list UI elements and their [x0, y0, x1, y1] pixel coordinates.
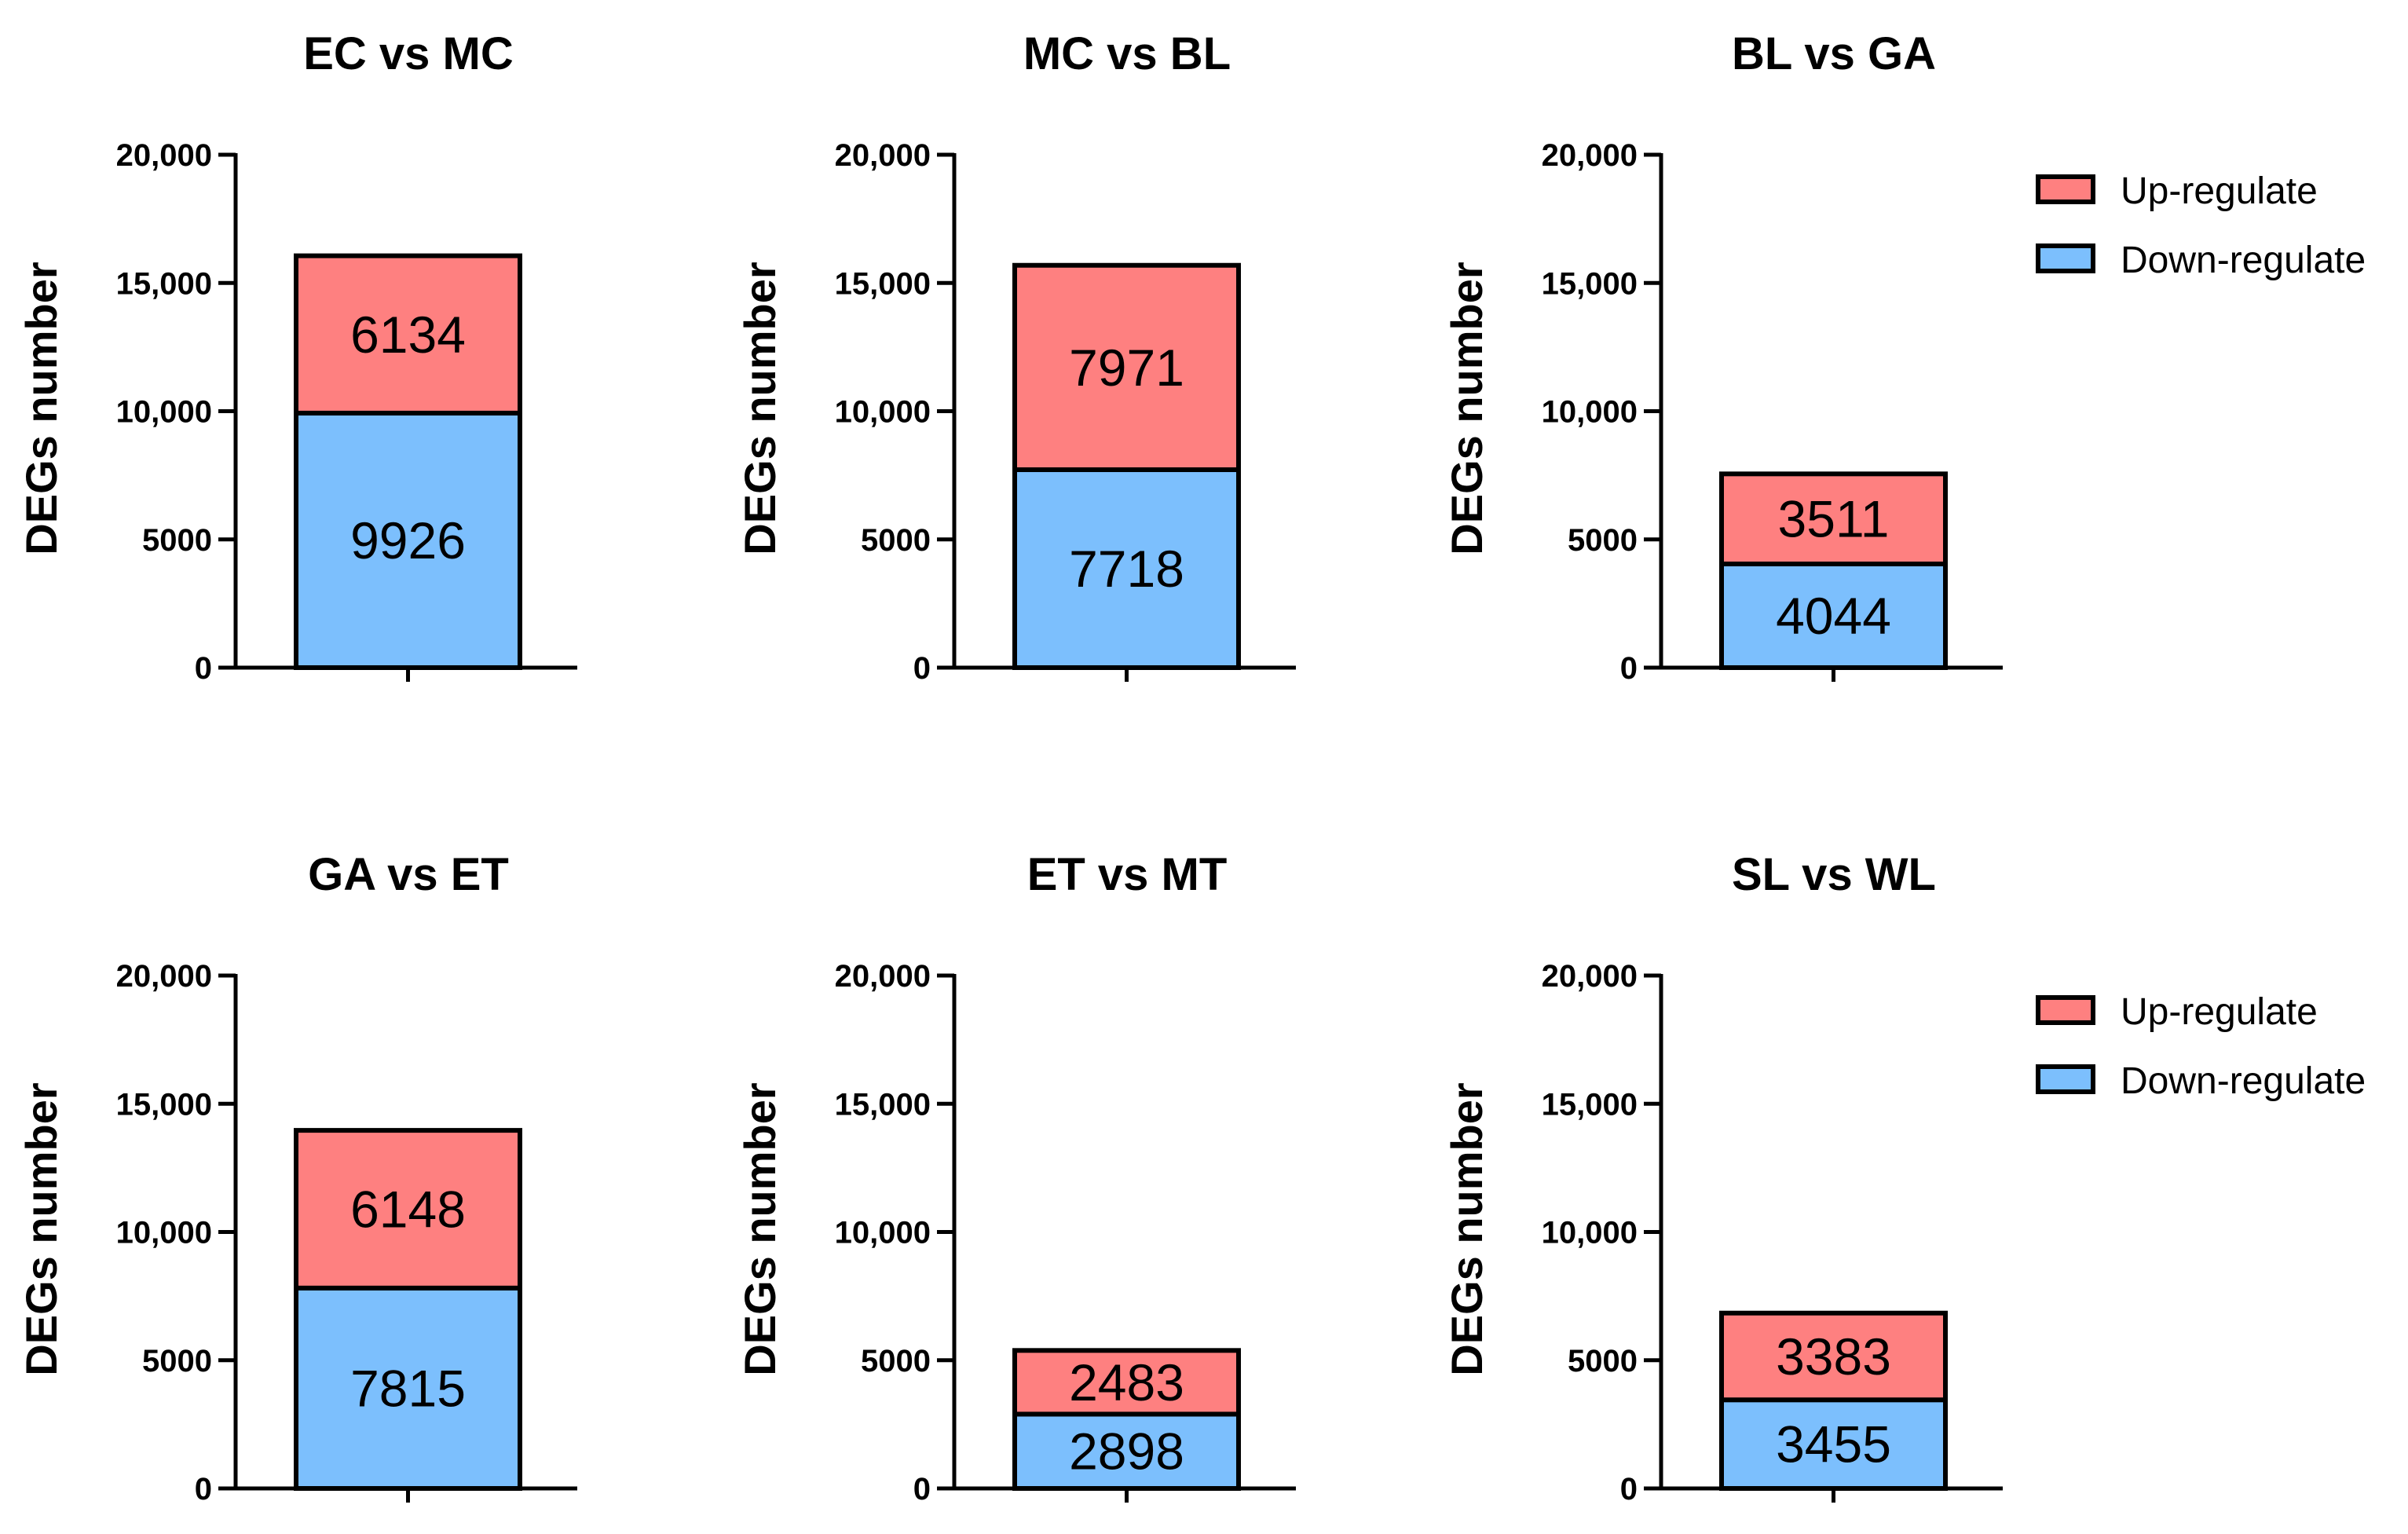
y-tick-label: 20,000	[835, 959, 931, 994]
bar-up-regulate	[1719, 471, 1948, 566]
chart-title: SL vs WL	[1732, 849, 1936, 900]
y-tick-label: 5000	[861, 1344, 931, 1378]
legend-label: Down-regulate	[2121, 1060, 2366, 1102]
y-tick-label: 10,000	[835, 395, 931, 430]
bar-value-label: 4044	[1776, 587, 1891, 645]
y-tick-label: 5000	[142, 1344, 212, 1378]
chart-panel-5: ET vs MT DEGs number 2898 2483 0 5000 10,000 15…	[735, 849, 1296, 1507]
legend: Up-regulate Down-regulate	[2036, 991, 2366, 1102]
legend: Up-regulate Down-regulate	[2036, 170, 2366, 281]
y-tick-label: 15,000	[1542, 1087, 1638, 1122]
y-tick-label: 10,000	[835, 1216, 931, 1250]
bar-value-label: 3383	[1776, 1327, 1891, 1386]
y-tick-label: 5000	[142, 523, 212, 558]
y-tick-label: 0	[195, 651, 212, 686]
chart-panel-2: MC vs BL DEGs number 7718 7971 0 5000 10,000 15…	[735, 28, 1296, 686]
y-tick-label: 15,000	[835, 266, 931, 301]
y-axis-label: DEGs number	[735, 262, 785, 555]
y-tick-label: 10,000	[1542, 1216, 1638, 1250]
bar-down-regulate	[294, 1285, 522, 1491]
y-tick-label: 15,000	[116, 1087, 212, 1122]
bar-up-regulate	[294, 1128, 522, 1291]
y-tick-label: 0	[913, 1472, 931, 1507]
bar-up-regulate	[1012, 262, 1241, 473]
bar-up-regulate	[1012, 1348, 1241, 1417]
y-tick-label: 5000	[861, 523, 931, 558]
bar-value-label: 2483	[1069, 1353, 1184, 1411]
y-tick-label: 0	[1620, 651, 1638, 686]
y-axis-label: DEGs number	[735, 1082, 785, 1375]
bar-value-label: 7815	[350, 1359, 466, 1417]
legend-label: Up-regulate	[2121, 991, 2318, 1033]
y-tick-label: 10,000	[116, 1216, 212, 1250]
y-tick-label: 15,000	[1542, 266, 1638, 301]
chart-title: GA vs ET	[308, 849, 509, 900]
y-tick-label: 20,000	[116, 138, 212, 173]
bar-value-label: 3455	[1776, 1415, 1891, 1474]
chart-panel-3: BL vs GA DEGs number 4044 3511 0 5000 10,000 15…	[1442, 28, 2366, 686]
bar-down-regulate	[1719, 561, 1948, 670]
bar-value-label: 6134	[350, 306, 466, 364]
legend-swatch-up-regulate	[2036, 995, 2095, 1025]
bar-value-label: 2898	[1069, 1422, 1184, 1481]
bar-value-label: 6148	[350, 1180, 466, 1238]
y-axis-label: DEGs number	[16, 262, 66, 555]
y-tick-label: 10,000	[116, 395, 212, 430]
y-tick-label: 20,000	[1542, 138, 1638, 173]
bar-value-label: 7971	[1069, 339, 1184, 397]
chart-title: ET vs MT	[1027, 849, 1228, 900]
bar-value-label: 3511	[1778, 490, 1890, 548]
legend-label: Up-regulate	[2121, 170, 2318, 212]
chart-panel-1: EC vs MC DEGs number 9926 6134 0 5000 10,000 15…	[16, 28, 577, 686]
legend-swatch-up-regulate	[2036, 174, 2095, 204]
bar-value-label: 7718	[1069, 540, 1184, 598]
y-tick-label: 0	[195, 1472, 212, 1507]
y-tick-label: 20,000	[835, 138, 931, 173]
legend-label: Down-regulate	[2121, 240, 2366, 281]
y-tick-label: 5000	[1568, 523, 1638, 558]
legend-swatch-down-regulate	[2036, 243, 2095, 273]
bar-down-regulate	[294, 410, 522, 670]
y-tick-label: 5000	[1568, 1344, 1638, 1378]
y-tick-label: 20,000	[116, 959, 212, 994]
bar-down-regulate	[1012, 467, 1241, 671]
legend-swatch-down-regulate	[2036, 1064, 2095, 1094]
y-tick-label: 0	[1620, 1472, 1638, 1507]
y-tick-label: 10,000	[1542, 395, 1638, 430]
chart-panel-4: GA vs ET DEGs number 7815 6148 0 5000 10,000 15…	[16, 849, 577, 1507]
y-tick-label: 0	[913, 651, 931, 686]
y-tick-label: 15,000	[116, 266, 212, 301]
y-axis-label: DEGs number	[1442, 262, 1491, 555]
chart-title: EC vs MC	[303, 28, 514, 79]
y-axis-label: DEGs number	[16, 1082, 66, 1375]
bar-down-regulate	[1012, 1411, 1241, 1491]
y-tick-label: 15,000	[835, 1087, 931, 1122]
bar-up-regulate	[294, 253, 522, 416]
chart-title: BL vs GA	[1732, 28, 1936, 79]
bar-value-label: 9926	[350, 511, 466, 569]
chart-panel-6: SL vs WL DEGs number 3455 3383 0 5000 10,000 15…	[1442, 849, 2366, 1507]
bar-up-regulate	[1719, 1310, 1948, 1403]
y-axis-label: DEGs number	[1442, 1082, 1491, 1375]
chart-title: MC vs BL	[1023, 28, 1231, 79]
y-tick-label: 20,000	[1542, 959, 1638, 994]
